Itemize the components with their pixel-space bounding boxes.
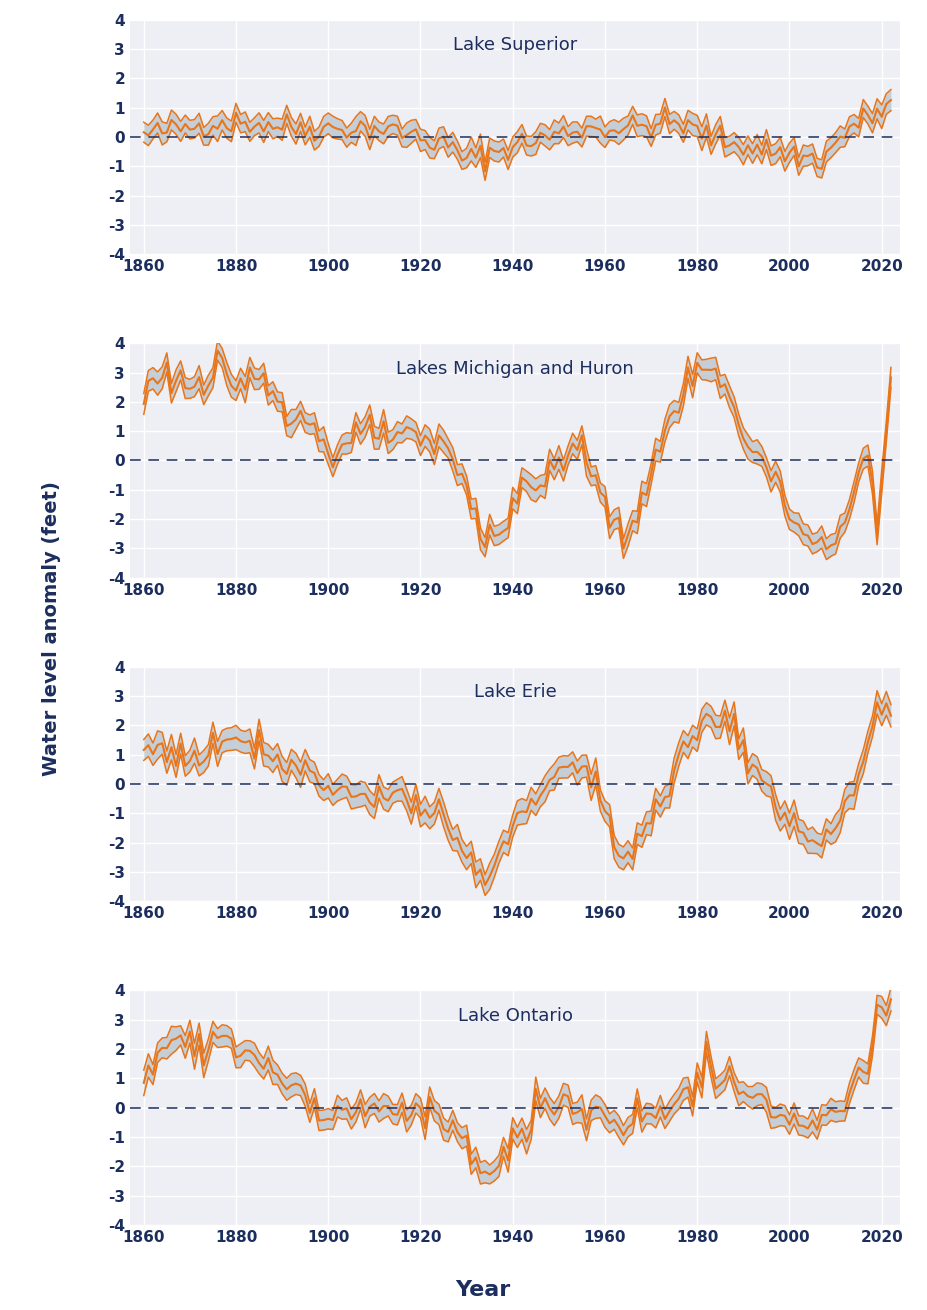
Text: Lakes Michigan and Huron: Lakes Michigan and Huron	[396, 360, 633, 377]
Text: Water level anomaly (feet): Water level anomaly (feet)	[42, 481, 60, 777]
Text: Year: Year	[454, 1280, 510, 1301]
Text: Lake Superior: Lake Superior	[452, 37, 577, 54]
Text: Lake Erie: Lake Erie	[473, 684, 556, 701]
Text: Lake Ontario: Lake Ontario	[457, 1007, 572, 1024]
